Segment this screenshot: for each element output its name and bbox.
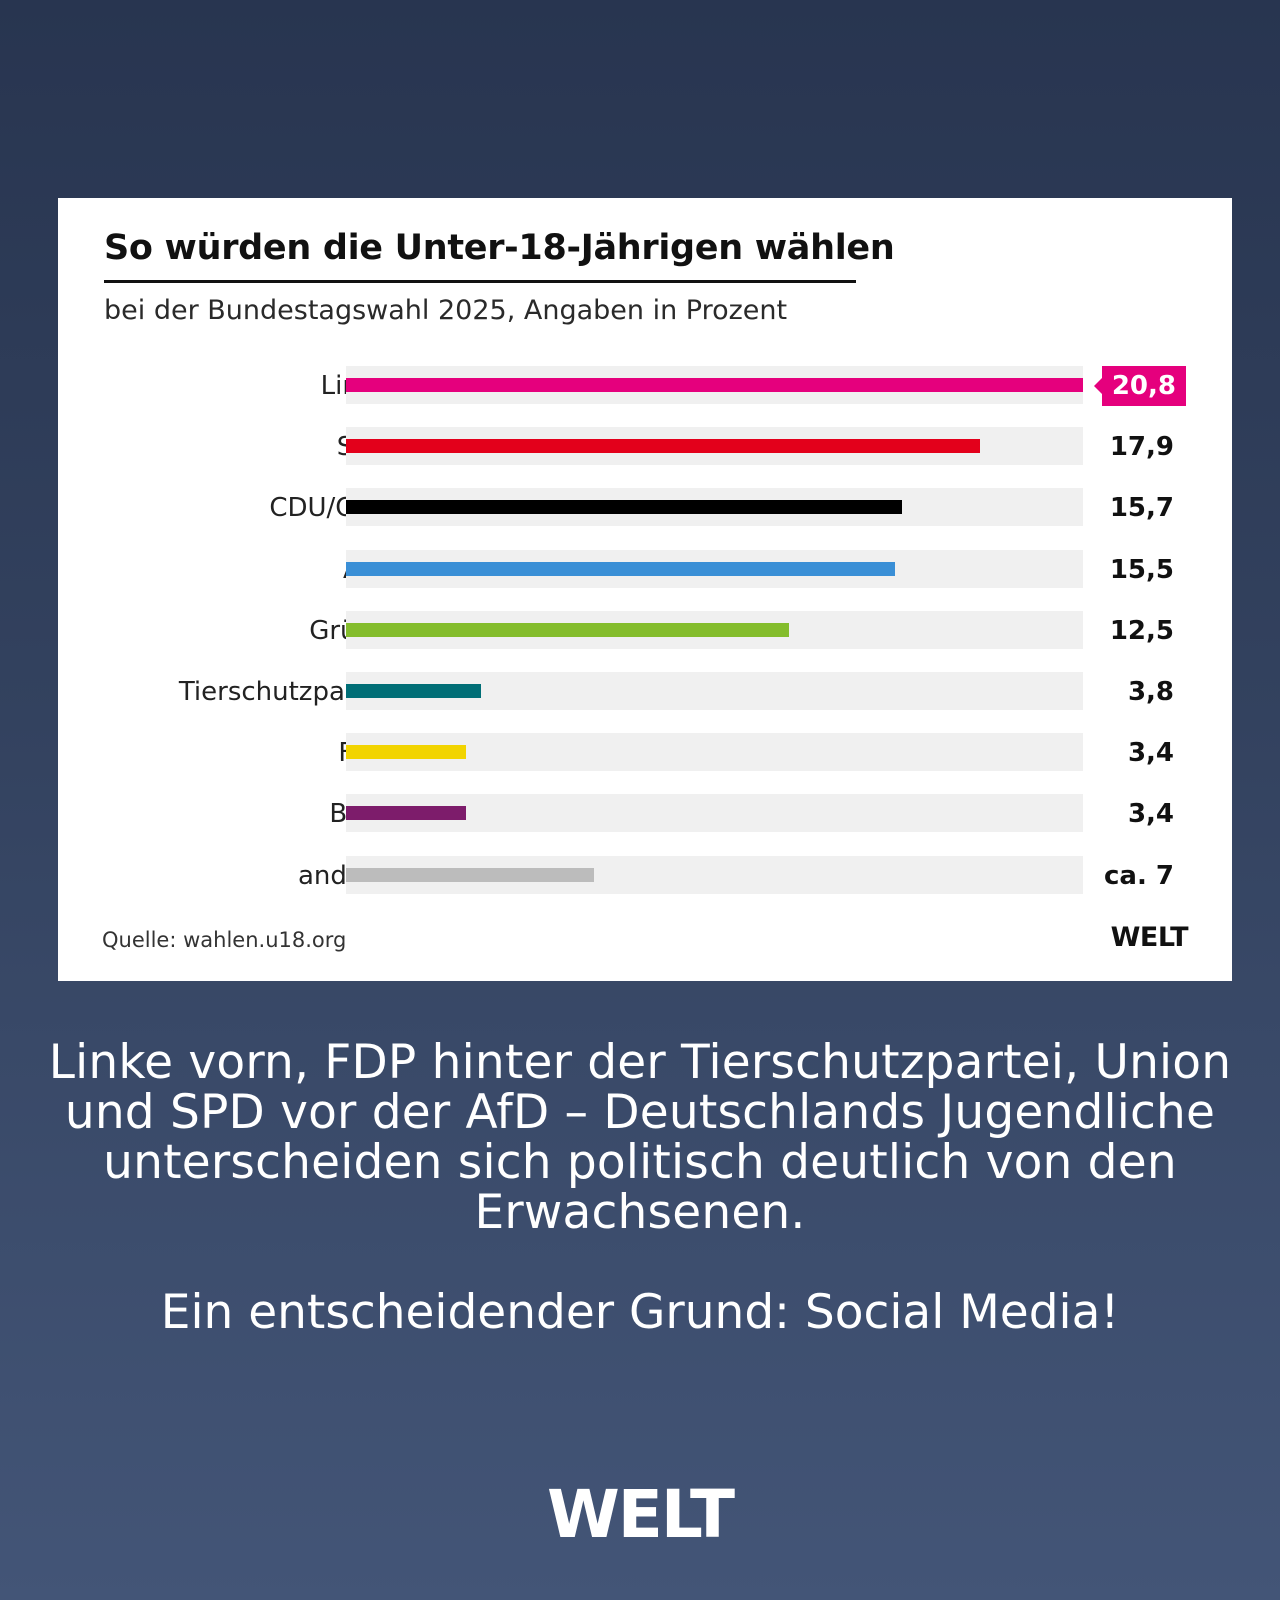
bar-track [346,549,1083,588]
bar-row: AfD15,5 [58,549,1232,590]
headline: Linke vorn, FDP hinter der Tierschutzpar… [48,1035,1232,1240]
bar-track [346,610,1083,649]
bar [346,622,789,637]
bar [346,806,467,821]
headline-secondary: Ein entscheidender Grund: Social Media! [160,1285,1120,1340]
bar-track [346,733,1083,772]
welt-logo-small: WELT [1110,922,1189,953]
value-label: 12,5 [1109,615,1174,646]
bar-track [346,366,1083,404]
bar-track [346,427,1083,466]
value-label: 20,8 [1093,366,1186,406]
bar [346,867,595,882]
value-label: 15,5 [1109,554,1174,585]
chart-title: So würden die Unter-18-Jährigen wählen [104,228,895,268]
bar [346,561,896,576]
bar-row: Linke20,8 [58,366,1232,406]
value-label: 3,8 [1127,677,1174,707]
bar [346,745,467,760]
welt-logo: WELT [546,1476,735,1553]
value-label: 17,9 [1109,432,1174,463]
bar-track [346,488,1083,527]
bar-row: Tierschutzpartei 3,8 [58,672,1232,712]
bar [346,378,1083,392]
value-label: 15,7 [1109,493,1174,524]
bar-track [346,672,1083,710]
value-label: 3,4 [1127,738,1174,769]
title-underline [104,280,856,283]
bar-row: BSW3,4 [58,794,1232,834]
value-label: 3,4 [1127,799,1174,830]
bar [346,500,903,515]
bar-row: Grüne12,5 [58,610,1232,651]
bar-row: SPD17,9 [58,427,1232,467]
chart-subtitle: bei der Bundestagswahl 2025, Angaben in … [104,295,788,326]
bar-track [346,794,1083,833]
bar-row: FDP3,4 [58,733,1232,773]
chart-source: Quelle: wahlen.u18.org [102,928,347,952]
bar [346,439,981,454]
value-label: ca. 7 [1104,860,1174,891]
bar-row: CDU/CSU 15,7 [58,488,1232,528]
bar-row: andere ca. 7 [58,855,1232,896]
bar-track [346,855,1083,894]
bar [346,684,481,698]
chart-card: So würden die Unter-18-Jährigen wählen b… [58,198,1232,981]
